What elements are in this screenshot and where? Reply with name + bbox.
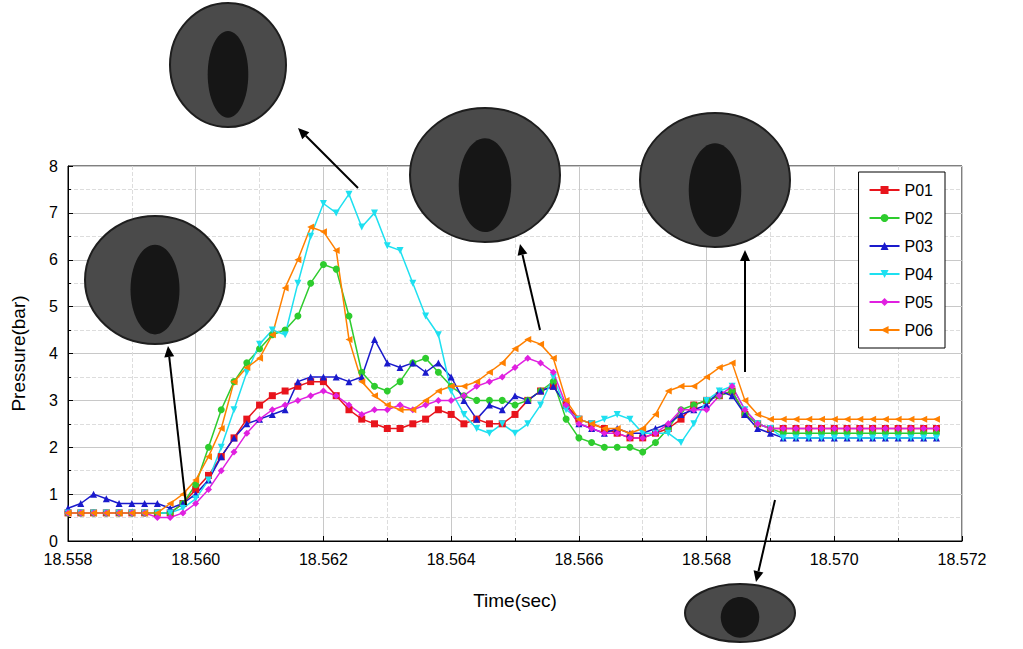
svg-text:P02: P02 xyxy=(905,210,934,227)
svg-text:18.560: 18.560 xyxy=(171,551,220,568)
svg-text:0: 0 xyxy=(49,533,58,550)
svg-text:P03: P03 xyxy=(905,238,934,255)
svg-text:18.570: 18.570 xyxy=(810,551,859,568)
svg-text:18.564: 18.564 xyxy=(427,551,476,568)
svg-text:2: 2 xyxy=(49,439,58,456)
svg-text:7: 7 xyxy=(49,204,58,221)
svg-text:18.568: 18.568 xyxy=(682,551,731,568)
svg-text:1: 1 xyxy=(49,486,58,503)
svg-text:18.558: 18.558 xyxy=(44,551,93,568)
svg-text:4: 4 xyxy=(49,345,58,362)
svg-text:P06: P06 xyxy=(905,322,934,339)
svg-text:8: 8 xyxy=(49,158,58,175)
svg-text:Pressure(bar): Pressure(bar) xyxy=(8,295,29,411)
svg-text:3: 3 xyxy=(49,392,58,409)
svg-text:18.566: 18.566 xyxy=(554,551,603,568)
svg-text:5: 5 xyxy=(49,298,58,315)
svg-text:18.562: 18.562 xyxy=(299,551,348,568)
svg-text:18.572: 18.572 xyxy=(938,551,987,568)
svg-text:6: 6 xyxy=(49,251,58,268)
svg-text:Time(sec): Time(sec) xyxy=(473,590,557,611)
svg-text:P05: P05 xyxy=(905,294,934,311)
svg-text:P04: P04 xyxy=(905,266,934,283)
svg-text:P01: P01 xyxy=(905,182,934,199)
